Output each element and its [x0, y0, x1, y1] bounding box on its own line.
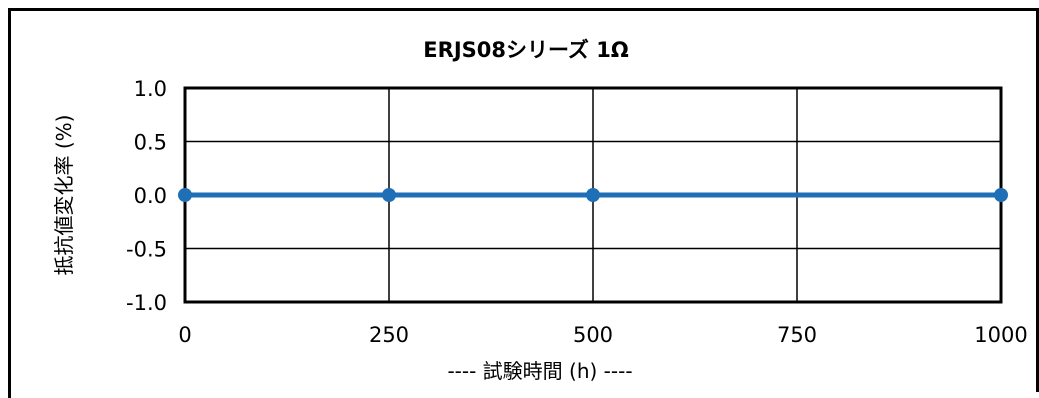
data-point	[178, 188, 192, 202]
data-point	[382, 188, 396, 202]
x-tick-label: 0	[178, 323, 191, 347]
data-series	[178, 188, 1008, 202]
y-tick-label: 1.0	[134, 77, 167, 101]
y-tick-labels: 1.0 0.5 0.0 -0.5 -1.0	[126, 77, 167, 315]
y-tick-label: 0.0	[134, 184, 167, 208]
y-tick-label: -0.5	[126, 238, 167, 262]
x-tick-label: 500	[573, 323, 613, 347]
x-tick-label: 750	[777, 323, 817, 347]
x-tick-labels: 0 250 500 750 1000	[178, 323, 1027, 347]
chart-frame	[8, 8, 1039, 398]
chart-frame-right-edge	[1036, 8, 1039, 392]
chart-title: ERJS08シリーズ 1Ω	[423, 38, 629, 62]
x-axis-label: ---- 試験時間 (h) ----	[447, 359, 632, 383]
data-point	[994, 188, 1008, 202]
y-axis-label: 抵抗値変化率 (%)	[52, 115, 76, 276]
y-tick-label: -1.0	[126, 291, 167, 315]
data-point	[586, 188, 600, 202]
y-tick-label: 0.5	[134, 131, 167, 155]
x-tick-label: 250	[369, 323, 409, 347]
x-tick-label: 1000	[974, 323, 1027, 347]
